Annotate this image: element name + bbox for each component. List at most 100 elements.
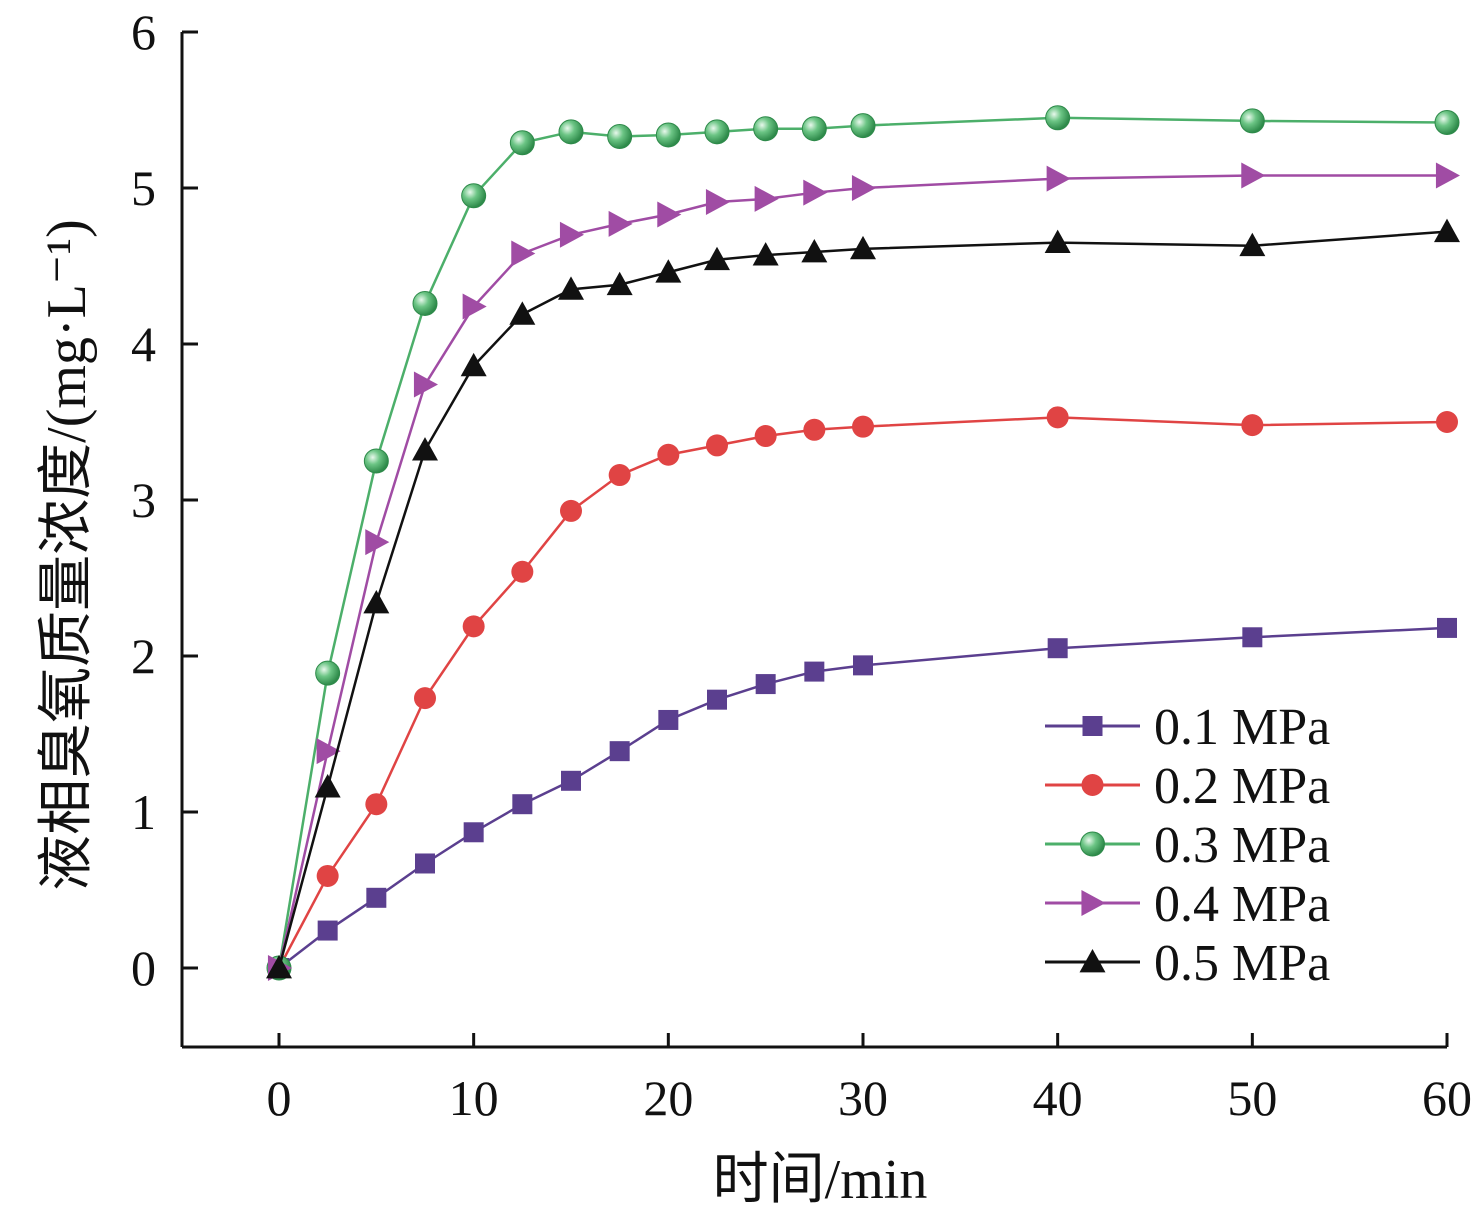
data-point-s5-4: [460, 352, 487, 377]
legend-label-4: 0.4 MPa: [1154, 876, 1330, 933]
data-point-s1-8: [658, 709, 679, 730]
data-point-s5-2: [363, 589, 390, 614]
data-point-s1-5: [512, 794, 533, 815]
data-point-s4-11: [803, 179, 828, 206]
legend-item-5: 0.5 MPa: [1045, 935, 1330, 992]
y-tick-label-0: 0: [131, 940, 156, 996]
data-point-s5-13: [1044, 229, 1071, 253]
data-point-s3-10: [753, 116, 779, 142]
data-point-s4-15: [1435, 162, 1460, 189]
data-point-s2-6: [560, 499, 582, 522]
series-2: [268, 406, 1458, 979]
data-point-s2-15: [1436, 411, 1458, 433]
legend-marker-3: [1080, 831, 1105, 857]
data-point-s1-7: [609, 741, 630, 762]
series-line-5: [277, 230, 1448, 969]
data-point-s4-7: [608, 210, 633, 237]
data-point-s3-6: [558, 119, 584, 145]
series-layer: [266, 105, 1460, 981]
data-point-s2-4: [462, 615, 485, 638]
x-axis-title: 时间/min: [713, 1149, 928, 1211]
data-point-s5-1: [314, 774, 341, 798]
y-tick-label-5: 5: [131, 160, 156, 216]
data-point-s3-12: [850, 113, 876, 139]
data-point-s1-1: [317, 920, 338, 941]
legend-marker-1: [1082, 716, 1103, 736]
legend-item-4: 0.4 MPa: [1045, 876, 1330, 933]
x-tick-label-20: 20: [643, 1070, 693, 1126]
data-point-s1-14: [1242, 627, 1263, 648]
data-point-s4-10: [754, 185, 779, 212]
data-point-s5-12: [850, 235, 876, 260]
data-point-s1-2: [366, 887, 387, 908]
y-tick-label-2: 2: [131, 628, 156, 684]
data-point-s3-15: [1434, 109, 1460, 135]
x-tick-label-60: 60: [1422, 1070, 1472, 1126]
data-point-s5-5: [509, 301, 536, 325]
data-point-s4-8: [657, 201, 682, 228]
data-point-s2-3: [414, 687, 436, 710]
data-point-s5-15: [1434, 218, 1460, 243]
y-tick-label-1: 1: [131, 784, 156, 840]
data-point-s5-10: [752, 242, 779, 266]
legend-item-2: 0.2 MPa: [1045, 758, 1330, 815]
legend-label-3: 0.3 MPa: [1154, 817, 1330, 874]
data-point-s3-7: [607, 124, 633, 150]
legend-item-1: 0.1 MPa: [1045, 699, 1330, 756]
data-point-s1-11: [804, 661, 825, 682]
data-point-s2-11: [803, 418, 826, 441]
series-5: [266, 218, 1460, 979]
data-point-s5-7: [606, 271, 633, 296]
data-point-s4-5: [511, 240, 536, 267]
data-point-s2-12: [852, 415, 874, 438]
legend-label-1: 0.1 MPa: [1154, 699, 1330, 756]
data-point-s1-6: [561, 770, 581, 791]
x-tick-label-40: 40: [1033, 1070, 1083, 1126]
data-point-s4-9: [705, 189, 730, 216]
y-tick-label-6: 6: [131, 4, 156, 60]
data-point-s1-13: [1047, 638, 1068, 659]
data-point-s3-8: [655, 122, 681, 148]
data-point-s4-14: [1241, 162, 1266, 189]
data-point-s3-4: [461, 183, 487, 209]
data-point-s3-13: [1045, 105, 1071, 131]
series-line-1: [278, 626, 1448, 969]
data-point-s1-4: [463, 822, 484, 843]
data-point-s3-3: [412, 290, 438, 316]
legend-marker-2: [1081, 774, 1104, 796]
legend-item-3: 0.3 MPa: [1045, 817, 1330, 874]
data-point-s3-5: [509, 130, 535, 156]
legend-marker-5: [1079, 949, 1106, 973]
data-point-s3-9: [704, 119, 730, 145]
data-point-s3-14: [1239, 108, 1265, 134]
data-point-s5-11: [801, 238, 828, 263]
x-tick-label-10: 10: [449, 1070, 499, 1126]
data-point-s2-9: [706, 434, 728, 457]
data-point-s2-13: [1046, 406, 1069, 429]
x-tick-label-30: 30: [838, 1070, 888, 1126]
data-point-s5-6: [558, 276, 584, 300]
legend-marker-4: [1081, 890, 1106, 916]
data-point-s2-5: [511, 560, 534, 583]
data-point-s5-3: [412, 437, 438, 461]
data-point-s2-8: [657, 443, 680, 466]
data-point-s4-6: [559, 221, 584, 248]
legend-label-5: 0.5 MPa: [1154, 935, 1330, 992]
data-point-s4-1: [316, 738, 341, 765]
series-line-2: [277, 416, 1448, 969]
data-point-s4-13: [1046, 165, 1071, 192]
data-point-s3-1: [315, 660, 341, 686]
data-point-s4-4: [462, 293, 487, 320]
y-tick-label-4: 4: [131, 316, 156, 372]
data-point-s5-14: [1239, 232, 1266, 257]
data-point-s2-7: [608, 464, 631, 487]
data-point-s5-0: [266, 955, 292, 979]
data-point-s1-15: [1437, 617, 1457, 638]
x-tick-label-0: 0: [267, 1070, 292, 1126]
data-point-s3-2: [363, 448, 389, 474]
data-point-s2-1: [316, 864, 339, 887]
x-axis-ticks: 0 10 20 30 40 50 60: [267, 1033, 1472, 1126]
data-point-s1-9: [707, 689, 727, 710]
